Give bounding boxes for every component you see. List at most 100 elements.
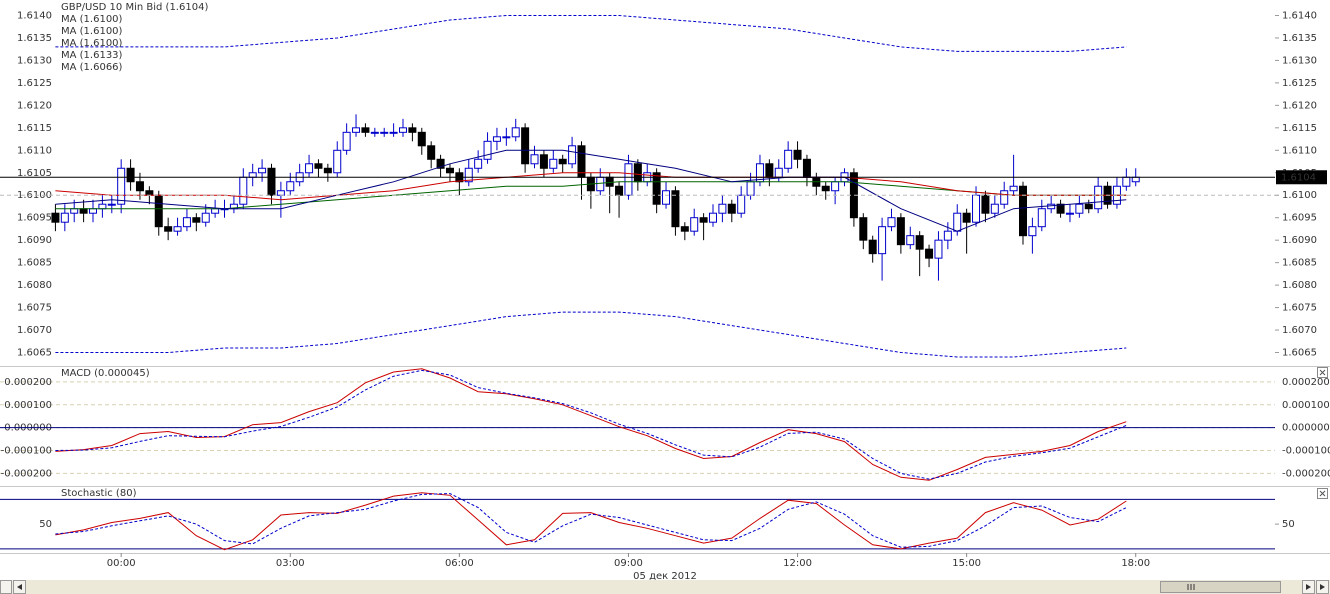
candle-body: [981, 194, 990, 214]
pane-title: MACD (0.000045): [61, 368, 150, 379]
candle-body: [276, 190, 285, 196]
candle-body: [878, 226, 887, 255]
candle-body: [1047, 203, 1056, 210]
candle-body: [474, 158, 483, 169]
close-button[interactable]: [1317, 488, 1328, 499]
arrow-icon: [1306, 584, 1311, 590]
close-icon: [1319, 490, 1326, 497]
candle-body: [201, 212, 210, 223]
candle-body: [1065, 212, 1074, 215]
candle-body: [1131, 176, 1140, 183]
scroll-home[interactable]: [0, 580, 12, 594]
y-tick-label-right: 1.6140: [1282, 10, 1317, 21]
candle-body: [906, 235, 915, 246]
candle-body: [380, 131, 389, 134]
candle-body: [868, 239, 877, 255]
y-tick-label: 0.000200: [4, 377, 52, 388]
candle-body: [107, 203, 116, 206]
y-tick-label-right: -0.000100: [1282, 446, 1330, 457]
candle-body: [370, 131, 379, 134]
candle-body: [549, 158, 558, 169]
arrow-icon: [17, 584, 22, 590]
candle-body: [1122, 176, 1131, 187]
y-tick-label-right: 1.6120: [1282, 100, 1317, 111]
candle-body: [51, 212, 60, 223]
candle-body: [633, 163, 642, 183]
candle-body: [192, 217, 201, 223]
y-tick-label: 1.6140: [17, 10, 52, 21]
candle-body: [915, 235, 924, 250]
candle-body: [558, 158, 567, 165]
candle-body: [173, 226, 182, 232]
y-tick-label-right: 1.6115: [1282, 123, 1317, 134]
legend-entry: MA (1.6100): [61, 26, 123, 37]
indicator-line: [55, 492, 1127, 551]
scrollbar[interactable]: [0, 580, 1330, 594]
candle-body: [342, 131, 351, 151]
candle-body: [417, 131, 426, 147]
pane: 1.6140 1.6140 1.6135 1.6135 1.6130 1.6130 1.61…: [0, 2, 1327, 359]
legend-entry: MA (1.6100): [61, 38, 123, 49]
candle-body: [887, 217, 896, 228]
close-button[interactable]: [1317, 367, 1328, 378]
pane: 0.000200 0.000200 0.000100 0.000100 0.000000…: [0, 368, 1330, 481]
overlay-line: [55, 181, 1127, 210]
candle-body: [727, 203, 736, 214]
candle-body: [624, 163, 633, 196]
y-tick-label: 1.6120: [17, 100, 52, 111]
candle-body: [530, 154, 539, 165]
candle-body: [784, 149, 793, 169]
y-tick-label-right: 0.000000: [1282, 423, 1330, 434]
candle-body: [286, 181, 295, 192]
y-tick-label-right: 1.6070: [1282, 325, 1317, 336]
x-tick-label: 18:00: [1121, 558, 1150, 569]
close-icon: [1319, 369, 1326, 376]
candle-body: [399, 127, 407, 133]
candle-body: [1037, 208, 1046, 228]
y-tick-label-right: 1.6075: [1282, 303, 1317, 314]
candle-body: [671, 190, 680, 228]
y-tick-label: 1.6070: [17, 325, 52, 336]
candle-body: [492, 136, 501, 142]
candle-body: [333, 149, 342, 174]
candle-body: [793, 149, 802, 160]
candle-body: [314, 163, 323, 169]
candle-body: [427, 145, 436, 160]
candle-body: [539, 154, 548, 169]
candle-body: [135, 181, 144, 192]
candle-body: [765, 163, 774, 178]
candle-body: [305, 163, 314, 174]
x-tick-label: 00:00: [107, 558, 136, 569]
candle-body: [615, 185, 624, 196]
candle-body: [1084, 203, 1093, 210]
indicator-line: [55, 493, 1127, 548]
candle-body: [596, 176, 605, 192]
candle-body: [1056, 203, 1065, 214]
overlay-line: [55, 149, 1127, 232]
arrow-icon: [1320, 584, 1325, 590]
scroll-track[interactable]: [0, 580, 1330, 594]
y-tick-label: 1.6115: [17, 123, 52, 134]
date-label: 05 дек 2012: [633, 571, 697, 582]
scroll-thumb[interactable]: [1160, 581, 1281, 593]
last-price-box: [1276, 170, 1327, 185]
candle-body: [1009, 185, 1018, 192]
pane-title: Stochastic (80): [61, 488, 137, 499]
y-tick-label: 1.6080: [17, 280, 52, 291]
candle-body: [511, 127, 520, 138]
y-tick-label: 1.6105: [17, 168, 52, 179]
candle-body: [662, 190, 671, 205]
candle-body: [1019, 185, 1027, 237]
candle-body: [953, 212, 962, 232]
y-tick-label-right: 1.6125: [1282, 78, 1317, 89]
candle-body: [1000, 190, 1009, 205]
candle-body: [652, 172, 661, 205]
candle-body: [70, 208, 79, 214]
candle-body: [934, 239, 943, 259]
candle-body: [267, 167, 276, 196]
candle-body: [990, 203, 999, 214]
candle-body: [248, 172, 257, 178]
y-tick-label: 1.6110: [17, 145, 52, 156]
x-tick-label: 06:00: [445, 558, 474, 569]
